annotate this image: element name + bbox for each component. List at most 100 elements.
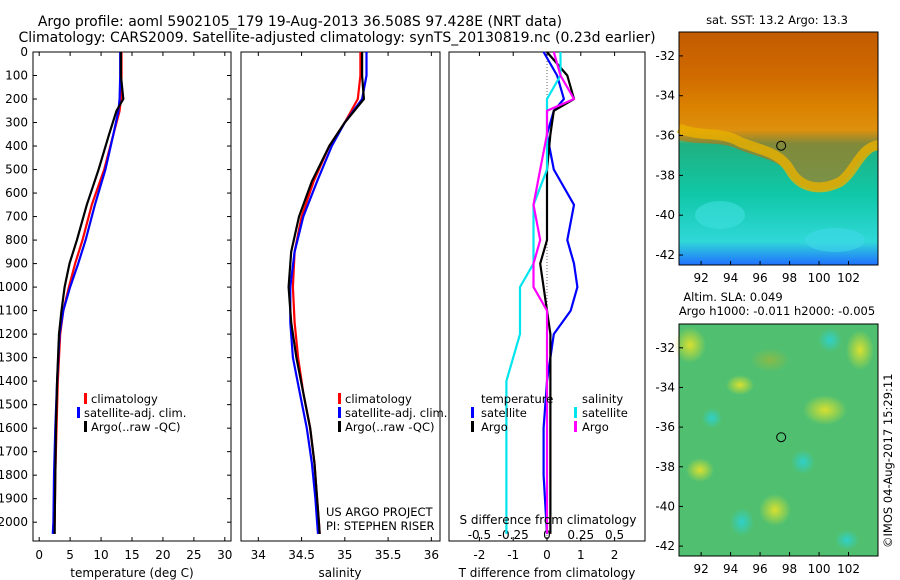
x-tick-label: 15 <box>124 548 139 562</box>
sla-high-patch <box>759 494 791 526</box>
legend-swatch-satellite <box>338 407 341 418</box>
series-line-argo-raw-qc- <box>53 52 125 534</box>
depth-tick-label: 1200 <box>0 327 28 341</box>
salinity-panel: 34 34.5 35 35.5 36 salinity climatology sate… <box>240 51 447 580</box>
temperature-legend: climatology satellite-adj. clim. Argo(..… <box>77 392 186 434</box>
depth-tick-label: 200 <box>5 92 28 106</box>
x-tick-label: 30 <box>217 548 232 562</box>
secondary-x-tick-label: 0.5 <box>605 528 624 542</box>
legend-swatch-climatology <box>84 393 87 404</box>
depth-tick-label: 1500 <box>0 398 28 412</box>
series-line-satellite-adj-clim- <box>289 52 368 534</box>
legend-swatch-argo <box>338 421 341 432</box>
depth-tick-label: 1100 <box>0 304 28 318</box>
legend-swatch-sal-satellite <box>574 407 577 418</box>
map-y-tick-label: -42 <box>655 248 675 262</box>
depth-tick-label: 0 <box>20 45 28 59</box>
sst-map-panel: sat. SST: 13.2 Argo: 13.3 92 94 96 98 100 102… <box>655 13 880 285</box>
legend-swatch-temp-argo <box>471 421 474 432</box>
depth-tick-label: 1600 <box>0 421 28 435</box>
legend-swatch-satellite <box>77 407 80 418</box>
x-tick-label: 20 <box>155 548 170 562</box>
map-y-tick-label: -38 <box>655 460 675 474</box>
sla-map-subtitle: Argo h1000: -0.011 h2000: -0.005 <box>679 304 875 318</box>
series-line-temperature-argo <box>539 51 576 534</box>
sla-mid-patch <box>750 348 790 372</box>
sst-cool-patch <box>805 228 865 252</box>
salinity-legend: climatology satellite-adj. clim. Argo(..… <box>338 392 447 434</box>
x-tick-label: 5 <box>66 548 74 562</box>
map-y-tick-label: -36 <box>655 129 675 143</box>
depth-tick-label: 700 <box>5 210 28 224</box>
depth-tick-label: 1900 <box>0 492 28 506</box>
depth-tick-label: 800 <box>5 233 28 247</box>
legend-label-sal-argo: Argo <box>582 420 609 434</box>
difference-legend: temperature satellite Argo salinity sate… <box>471 392 628 434</box>
sst-warm-region <box>679 32 878 191</box>
sla-low-patch <box>818 328 842 352</box>
difference-series <box>505 51 579 534</box>
map-y-tick-label: -32 <box>655 341 675 355</box>
depth-tick-label: 500 <box>5 163 28 177</box>
sla-map-panel: Altim. SLA: 0.049 Argo h1000: -0.011 h20… <box>655 290 879 576</box>
legend-label-climatology: climatology <box>91 392 158 406</box>
salinity-axes-frame <box>240 51 441 542</box>
temperature-panel: 0100200300400500600700800900100011001200… <box>0 45 232 580</box>
map-x-tick-label: 94 <box>723 562 738 576</box>
sla-map-frame <box>678 323 879 557</box>
series-line-climatology <box>291 52 362 534</box>
legend-title-salinity: salinity <box>582 392 623 406</box>
legend-label-climatology: climatology <box>345 392 412 406</box>
legend-title-temperature: temperature <box>481 392 553 406</box>
map-x-tick-label: 100 <box>808 271 831 285</box>
figure-title-line2: Climatology: CARS2009. Satellite-adjuste… <box>18 30 655 46</box>
map-x-tick-label: 102 <box>837 271 860 285</box>
depth-tick-label: 1000 <box>0 280 28 294</box>
sla-high-patch <box>726 375 754 395</box>
map-x-tick-label: 96 <box>752 271 767 285</box>
sla-map-ticks: 92 94 96 98 100 102 -32 -34 -36 -38 -40 -42 <box>655 341 860 576</box>
map-x-tick-label: 102 <box>837 562 860 576</box>
figure-title-line1: Argo profile: aoml 5902105_179 19-Aug-20… <box>38 14 562 30</box>
map-y-tick-label: -38 <box>655 168 675 182</box>
secondary-x-tick-label: -0.25 <box>498 528 529 542</box>
depth-tick-label: 1400 <box>0 374 28 388</box>
secondary-x-tick-label: -0.5 <box>468 528 491 542</box>
sst-front <box>676 123 880 193</box>
map-x-tick-label: 92 <box>693 271 708 285</box>
map-x-tick-label: 98 <box>782 271 797 285</box>
series-line-salinity-satellite <box>505 52 562 534</box>
map-y-tick-label: -32 <box>655 49 675 63</box>
legend-swatch-temp-satellite <box>471 407 474 418</box>
depth-tick-label: 100 <box>5 69 28 83</box>
map-x-tick-label: 96 <box>752 562 767 576</box>
legend-label-satellite: satellite-adj. clim. <box>345 406 447 420</box>
map-y-tick-label: -36 <box>655 420 675 434</box>
legend-label-satellite: satellite-adj. clim. <box>84 406 186 420</box>
depth-tick-label: 300 <box>5 116 28 130</box>
x-tick-label: 35.5 <box>375 548 402 562</box>
secondary-x-tick-label: 0 <box>543 528 551 542</box>
x-tick-label: 34.5 <box>288 548 315 562</box>
temperature-ticks: 0 5 10 15 20 25 30 <box>35 52 232 562</box>
map-y-tick-label: -40 <box>655 208 675 222</box>
pi-annotation: PI: STEPHEN RISER <box>326 519 435 533</box>
x-tick-label: 0 <box>35 548 43 562</box>
depth-tick-label: 1800 <box>0 468 28 482</box>
x-tick-label: 1 <box>577 548 585 562</box>
sla-map-title: Altim. SLA: 0.049 <box>683 290 782 304</box>
depth-tick-label: 400 <box>5 139 28 153</box>
secondary-x-tick-label: 0.25 <box>567 528 594 542</box>
temperature-series <box>51 52 125 534</box>
sla-high-patch <box>674 327 706 363</box>
legend-label-temp-satellite: satellite <box>481 406 527 420</box>
depth-tick-label: 2000 <box>0 515 28 529</box>
legend-swatch-climatology <box>338 393 341 404</box>
legend-swatch-argo <box>84 421 87 432</box>
legend-label-temp-argo: Argo <box>481 420 508 434</box>
sst-map-frame <box>678 31 879 266</box>
depth-tick-label: 600 <box>5 186 28 200</box>
series-line-argo-raw-qc- <box>287 52 365 534</box>
difference-axis-label: T difference from climatology <box>458 566 636 580</box>
map-x-tick-label: 92 <box>693 562 708 576</box>
